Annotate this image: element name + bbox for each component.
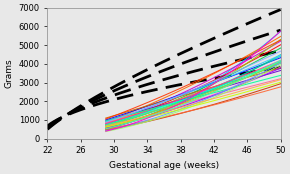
Y-axis label: Grams: Grams: [4, 58, 13, 88]
X-axis label: Gestational age (weeks): Gestational age (weeks): [109, 161, 219, 170]
